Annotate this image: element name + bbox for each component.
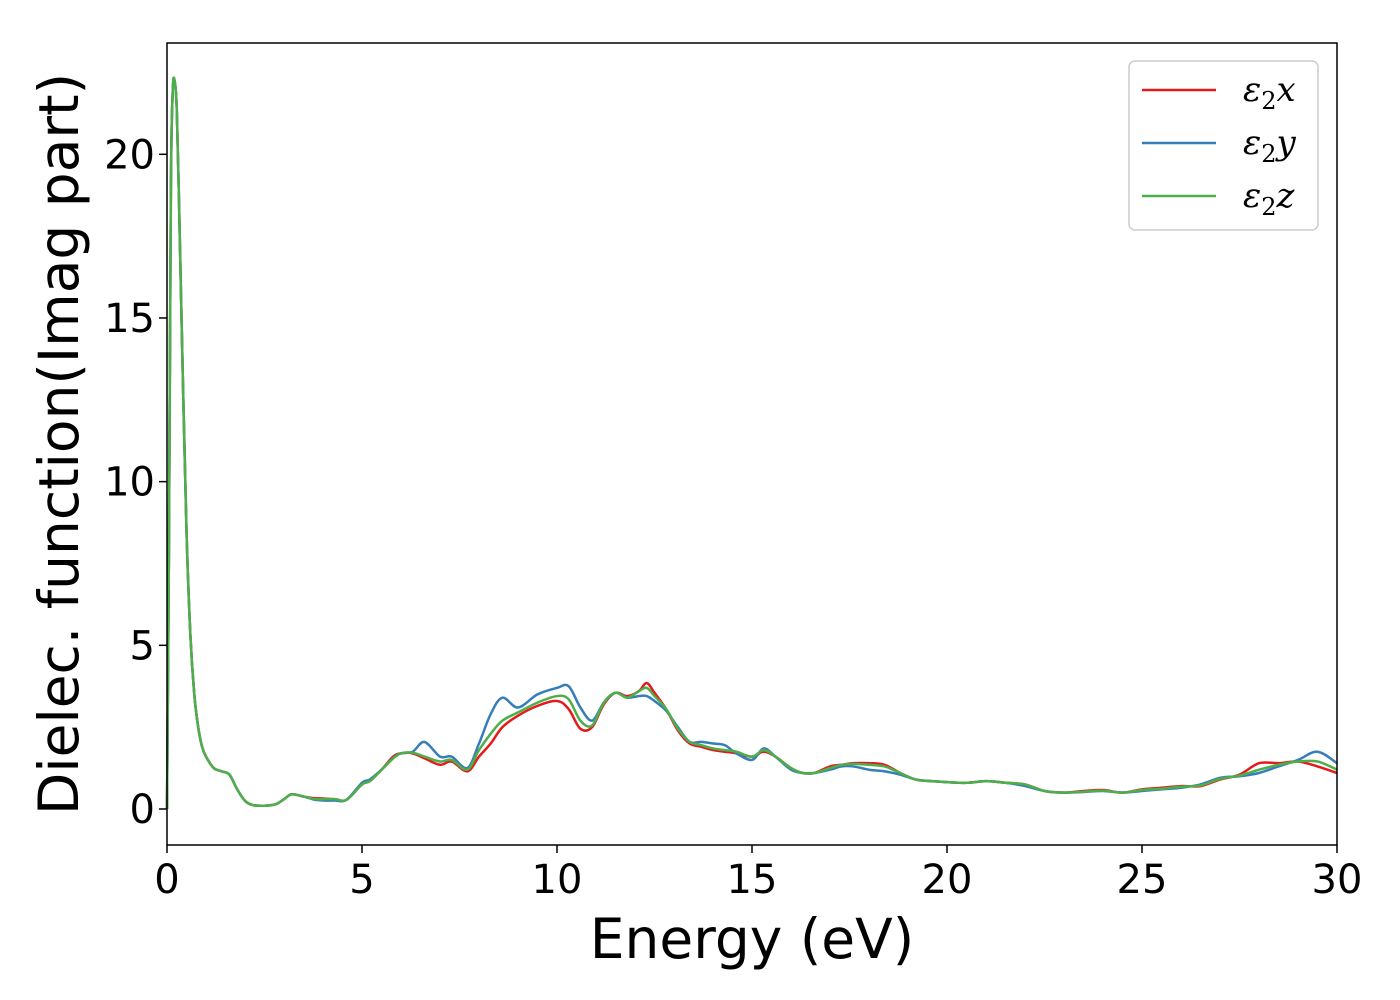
y-tick-label: 15 [104,296,155,342]
legend-label-y: ε2y [1243,123,1297,168]
x-axis-title: Energy (eV) [590,907,914,971]
x-tick-label: 15 [727,857,778,903]
y-tick-label: 5 [130,623,155,669]
x-tick-label: 20 [922,857,973,903]
y-tick-label: 10 [104,460,155,506]
x-axis: 0 5 10 15 20 25 30 [154,845,1362,903]
legend-box [1128,60,1319,231]
x-tick-label: 25 [1117,857,1168,903]
series-layer [165,76,1338,809]
y-tick-label: 20 [104,132,155,178]
y-axis: 0 5 10 15 20 [104,132,167,833]
y-axis-title: Dielec. function(Imag part) [27,73,91,815]
legend-label-z: ε2z [1243,176,1296,221]
x-tick-label: 0 [154,857,179,903]
x-tick-label: 10 [532,857,583,903]
legend: ε2x ε2y ε2z [1128,60,1319,231]
x-tick-label: 5 [349,857,374,903]
legend-label-x: ε2x [1243,70,1296,115]
x-tick-label: 30 [1312,857,1363,903]
series-line-z [165,76,1338,809]
y-tick-label: 0 [130,787,155,833]
